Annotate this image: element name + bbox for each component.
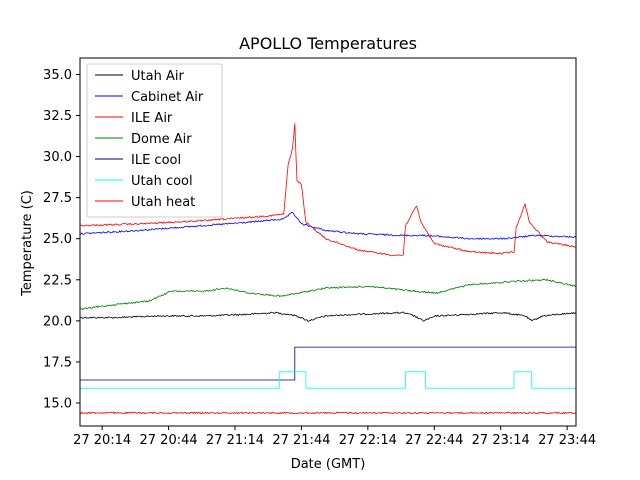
x-tick-label: 27 21:44 — [272, 433, 330, 448]
series-line-utah-heat — [80, 411, 576, 415]
series-line-ile-cool — [80, 346, 576, 381]
x-axis-label: Date (GMT) — [291, 457, 366, 472]
legend: Utah Air Cabinet Air ILE Air Dome Air ILE co… — [86, 63, 223, 218]
y-axis-label: Temperature (C) — [20, 190, 35, 297]
x-axis-ticks: 27 20:14 27 20:44 27 21:14 27 21:44 27 22:14… — [73, 426, 596, 448]
series-line-utah-air — [80, 311, 576, 322]
legend-label: ILE Air — [131, 111, 173, 126]
x-tick-label: 27 20:14 — [73, 433, 131, 448]
legend-label: Dome Air — [131, 132, 192, 147]
x-tick-label: 27 22:44 — [405, 433, 463, 448]
plot-frame — [79, 57, 577, 427]
y-tick-label: 20.0 — [43, 314, 72, 329]
series-line-dome-air — [80, 278, 576, 311]
y-axis-ticks: 15.0 17.5 20.0 22.5 25.0 27.5 30.0 32.5 35.0 — [43, 68, 80, 412]
y-tick-label: 25.0 — [43, 232, 72, 247]
y-tick-label: 15.0 — [43, 397, 72, 412]
series-line-utah-cool — [80, 371, 576, 389]
y-tick-label: 35.0 — [43, 68, 72, 83]
y-tick-label: 32.5 — [43, 109, 72, 124]
legend-label: Utah Air — [131, 69, 184, 84]
y-tick-label: 17.5 — [43, 355, 72, 370]
y-tick-label: 27.5 — [43, 191, 72, 206]
x-tick-label: 27 20:44 — [140, 433, 198, 448]
x-tick-label: 27 23:14 — [472, 433, 530, 448]
legend-label: Utah heat — [131, 195, 195, 210]
legend-label: Utah cool — [131, 174, 193, 189]
legend-box — [86, 63, 223, 218]
legend-label: ILE cool — [131, 153, 181, 168]
series-lines — [80, 123, 576, 415]
series-line-cabinet-air — [80, 212, 576, 240]
y-tick-label: 22.5 — [43, 273, 72, 288]
y-tick-label: 30.0 — [43, 150, 72, 165]
chart-title: APOLLO Temperatures — [239, 34, 417, 53]
series-line-ile-air — [80, 123, 576, 257]
x-tick-label: 27 21:14 — [206, 433, 264, 448]
x-tick-label: 27 23:44 — [538, 433, 596, 448]
legend-label: Cabinet Air — [131, 90, 204, 105]
x-tick-label: 27 22:14 — [339, 433, 397, 448]
